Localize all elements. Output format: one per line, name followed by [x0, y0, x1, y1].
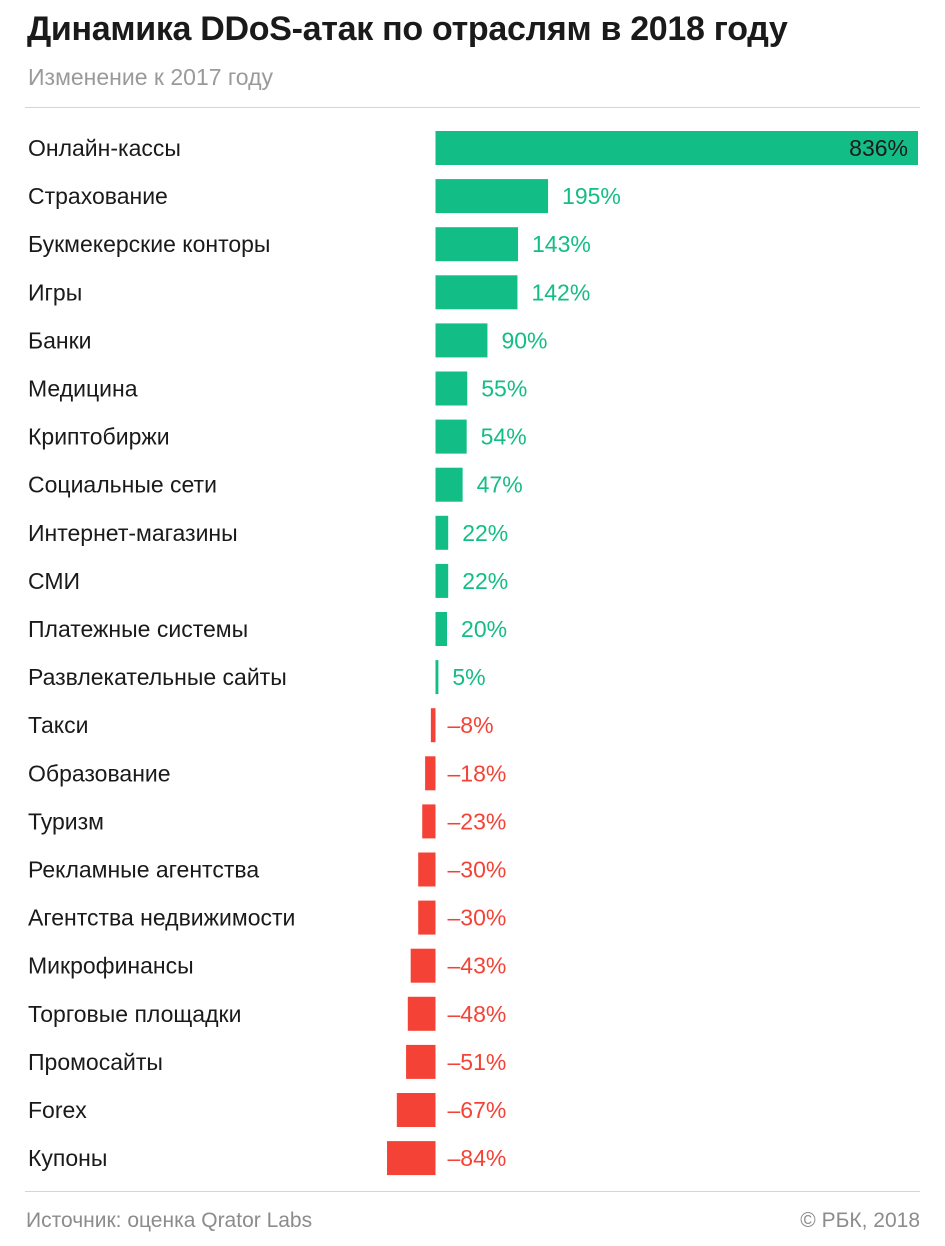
category-label: Промосайты [28, 1049, 163, 1075]
value-label: 5% [452, 664, 485, 690]
value-label: 836% [849, 135, 908, 161]
bar [407, 996, 436, 1031]
category-label: Образование [28, 760, 171, 786]
category-label: Рекламные агентства [28, 857, 259, 883]
value-label: –23% [448, 808, 507, 834]
bar [422, 804, 436, 839]
category-label: Страхование [28, 183, 168, 209]
bar [435, 131, 918, 165]
bar [435, 371, 468, 406]
category-label: Медицина [28, 376, 138, 402]
value-label: –84% [448, 1145, 507, 1171]
bar [435, 419, 467, 454]
category-label: Развлекательные сайты [28, 664, 287, 690]
bar [435, 179, 549, 214]
bar [435, 323, 488, 358]
value-label: 90% [501, 327, 547, 353]
value-label: –48% [448, 1001, 507, 1027]
value-label: 195% [562, 183, 621, 209]
value-label: 55% [481, 376, 527, 402]
bar [418, 900, 436, 935]
value-label: 22% [462, 520, 508, 546]
chart-title: Динамика DDoS-атак по отраслям в 2018 го… [27, 10, 788, 48]
category-label: СМИ [28, 568, 80, 594]
category-label: Игры [28, 279, 82, 305]
divider-top [25, 107, 920, 108]
category-label: Онлайн-кассы [28, 135, 181, 161]
category-label: Банки [28, 327, 92, 353]
chart-subtitle: Изменение к 2017 году [28, 64, 274, 90]
bar [430, 708, 436, 743]
value-label: –51% [448, 1049, 507, 1075]
category-label: Социальные сети [28, 472, 217, 498]
bar-chart: Онлайн-кассы 836% Страхование 195% Букмекерс… [28, 131, 918, 1176]
source-note: Источник: оценка Qrator Labs [26, 1209, 313, 1232]
category-label: Такси [28, 712, 88, 738]
value-label: –67% [448, 1097, 507, 1123]
bar [435, 612, 448, 646]
category-label: Букмекерские конторы [28, 231, 270, 257]
bar [406, 1044, 436, 1079]
category-label: Forex [28, 1097, 87, 1123]
category-label: Платежные системы [28, 616, 248, 642]
bar [425, 756, 436, 791]
value-label: 143% [532, 231, 591, 257]
value-label: 54% [481, 424, 527, 450]
bar [435, 515, 449, 550]
divider-bottom [25, 1191, 920, 1192]
category-label: Торговые площадки [28, 1001, 241, 1027]
value-label: 47% [477, 472, 523, 498]
value-label: –30% [448, 905, 507, 931]
bar [435, 275, 518, 310]
category-label: Интернет-магазины [28, 520, 238, 546]
category-label: Криптобиржи [28, 424, 170, 450]
bar [396, 1093, 436, 1127]
value-label: 20% [461, 616, 507, 642]
bar [435, 227, 519, 262]
bar [418, 852, 436, 887]
value-label: –8% [448, 712, 494, 738]
category-label: Туризм [28, 808, 104, 834]
value-label: –30% [448, 857, 507, 883]
bar [410, 948, 436, 983]
copyright: © РБК, 2018 [800, 1209, 920, 1232]
category-label: Агентства недвижимости [28, 905, 295, 931]
value-label: –43% [448, 953, 507, 979]
bar [435, 467, 463, 502]
value-label: 22% [462, 568, 508, 594]
bar [435, 660, 439, 695]
value-label: –18% [448, 760, 507, 786]
category-label: Микрофинансы [28, 953, 194, 979]
bar [435, 563, 449, 598]
value-label: 142% [531, 279, 590, 305]
category-label: Купоны [28, 1145, 107, 1171]
bar [387, 1141, 436, 1176]
